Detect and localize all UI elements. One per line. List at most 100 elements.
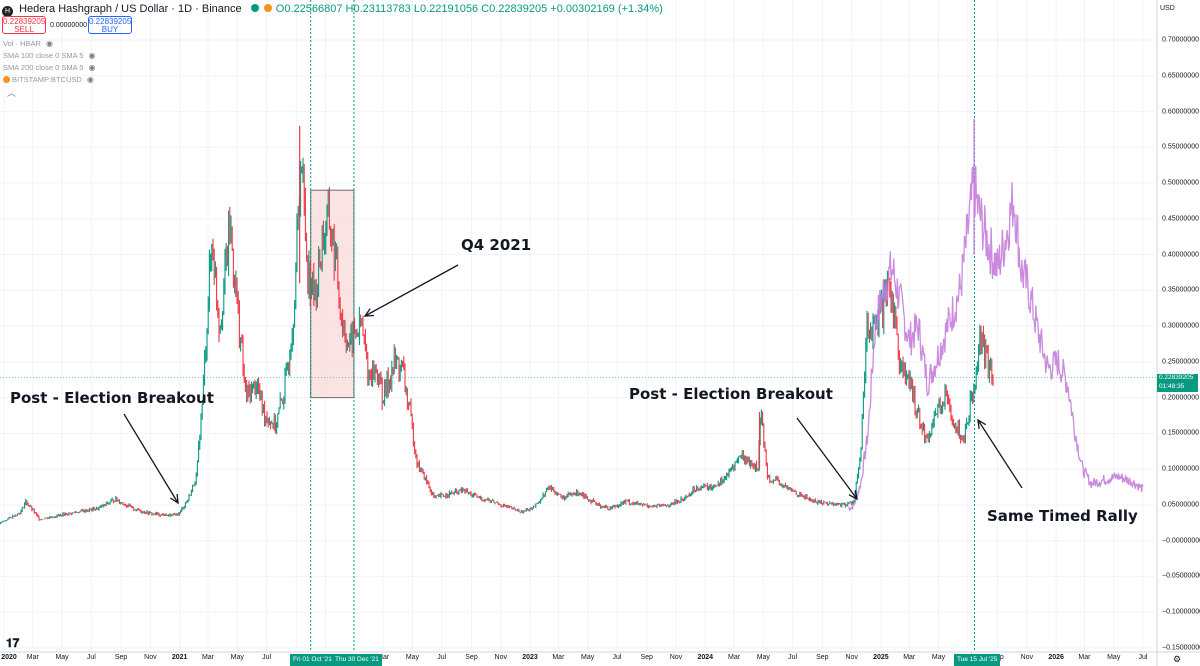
price-tick-label: 0.45000000: [1162, 215, 1199, 223]
time-tick-label: Jul: [612, 654, 622, 661]
tradingview-logo[interactable]: 𝟏𝟕: [6, 636, 20, 650]
price-tick-label: 0.55000000: [1162, 143, 1199, 151]
time-tick-label: 2025: [873, 654, 889, 661]
price-tick-label: 0.15000000: [1162, 429, 1199, 437]
arrow-post-election-2: [796, 417, 858, 500]
time-tick-label: May: [405, 654, 420, 661]
price-tick-label: −0.15000000: [1162, 644, 1200, 652]
price-tick-label: 0.35000000: [1162, 286, 1199, 294]
annotation-post-election-2[interactable]: Post - Election Breakout: [629, 385, 833, 403]
time-tick-label: May: [931, 654, 946, 661]
time-tick-label: Nov: [144, 654, 157, 661]
indicator-sma100[interactable]: SMA 100 close 0 SMA 5 ◉: [3, 51, 95, 60]
indicator-label: BITSTAMP:BTCUSD: [12, 75, 82, 84]
symbol-title[interactable]: Hedera Hashgraph / US Dollar · 1D · Bina…: [19, 3, 242, 15]
indicator-label: SMA 100 close 0 SMA 5: [3, 51, 84, 60]
price-tick-label: 0.20000000: [1162, 394, 1199, 402]
time-tick-label: 2026: [1048, 654, 1064, 661]
price-tick-label: 0.70000000: [1162, 36, 1199, 44]
time-tick-label: Jul: [437, 654, 447, 661]
indicator-sma200[interactable]: SMA 200 close 0 SMA 5 ◉: [3, 63, 95, 72]
indicator-btcusd[interactable]: BITSTAMP:BTCUSD ◉: [3, 75, 94, 84]
price-tick-label: 0.30000000: [1162, 322, 1199, 330]
price-axis-bg: [1157, 0, 1200, 666]
time-tick-label: Sep: [465, 654, 478, 661]
time-tick-label: Mar: [377, 654, 390, 661]
arrow-q4-2021: [364, 264, 459, 317]
time-tick-label: Jul: [86, 654, 96, 661]
date-marker-3: Tue 15 Jul '25: [954, 654, 1001, 666]
price-tick-label: −0.00000000: [1162, 537, 1200, 545]
ohlc-close: C0.22839205: [481, 3, 548, 15]
buy-button[interactable]: 0.22839205 BUY: [88, 16, 132, 34]
ohlc-change: +0.00302169 (+1.34%): [550, 3, 663, 15]
annotation-post-election-1[interactable]: Post - Election Breakout: [10, 389, 214, 407]
price-tick-label: 0.05000000: [1162, 501, 1199, 509]
time-tick-label: Mar: [903, 654, 916, 661]
time-tick-label: Mar: [552, 654, 565, 661]
date-marker-1: Fri 01 Oct '21: [290, 654, 335, 666]
arrow-q4-2021-head: [363, 308, 375, 317]
time-tick-label: Sep: [816, 654, 829, 661]
currency-label[interactable]: USD: [1160, 5, 1175, 12]
annotation-same-timed-rally[interactable]: Same Timed Rally: [987, 507, 1138, 525]
chevron-up-icon[interactable]: ︿: [7, 88, 17, 98]
price-tick-label: 0.25000000: [1162, 358, 1199, 366]
sell-price: 0.22839205: [3, 17, 46, 26]
time-tick-label: Jul: [788, 654, 798, 661]
ohlc-open: O0.22566807: [275, 3, 343, 15]
time-tick-label: Mar: [728, 654, 741, 661]
eye-icon[interactable]: ◉: [88, 51, 96, 60]
countdown-value: 01:48:35: [1159, 382, 1185, 390]
time-tick-label: May: [756, 654, 770, 661]
time-tick-label: May: [581, 654, 595, 661]
arrow-post-election-2-head: [848, 490, 858, 501]
price-tick-label: −0.10000000: [1162, 608, 1200, 616]
price-tick-label: 0.40000000: [1162, 251, 1199, 259]
annotation-q4-2021[interactable]: Q4 2021: [461, 236, 532, 254]
time-tick-label: May: [55, 654, 69, 661]
current-price-value: 0.22839205: [1159, 374, 1194, 381]
arrow-same-timed-rally-head: [977, 418, 987, 430]
time-tick-label: Nov: [845, 654, 858, 661]
time-tick-label: 2020: [1, 654, 17, 661]
sell-button[interactable]: 0.22839205 SELL: [2, 16, 46, 34]
gear-icon[interactable]: ⚙: [1173, 654, 1182, 664]
indicator-volume[interactable]: Vol · HBAR ◉: [3, 39, 53, 48]
bitcoin-icon: [3, 76, 10, 83]
time-tick-label: Nov: [494, 654, 508, 661]
eye-icon[interactable]: ◉: [45, 39, 53, 48]
indicator-label: SMA 200 close 0 SMA 5: [3, 63, 84, 72]
time-tick-label: Sep: [114, 654, 128, 661]
time-tick-label: Mar: [1078, 654, 1091, 661]
buy-label: BUY: [101, 25, 119, 34]
time-tick-label: 2024: [697, 654, 714, 661]
btc-overlay-line: [847, 165, 1144, 512]
time-tick-label: Sep: [640, 654, 653, 661]
price-tick-label: 0.60000000: [1162, 108, 1199, 116]
hedera-logo-icon: H: [2, 6, 13, 17]
ohlc-high: H0.23113783: [345, 3, 411, 15]
market-status-icon: [250, 4, 259, 12]
time-tick-label: 2023: [522, 654, 538, 661]
date-marker-2: Thu 30 Dec '21: [332, 654, 382, 666]
spread-value: 0.00000000: [50, 21, 87, 29]
price-tick-label: −0.05000000: [1162, 572, 1200, 580]
price-tick-label: 0.65000000: [1162, 72, 1199, 80]
time-tick-label: Mar: [26, 654, 39, 661]
price-tick-label: 0.10000000: [1162, 465, 1199, 473]
time-tick-label: Mar: [201, 654, 215, 661]
ohlc-low: L0.22191056: [413, 3, 479, 15]
eye-icon[interactable]: ◉: [86, 75, 94, 84]
symbol-legend: H Hedera Hashgraph / US Dollar · 1D · Bi…: [2, 2, 663, 17]
time-tick-label: May: [230, 654, 244, 661]
time-tick-label: 2021: [171, 654, 188, 661]
eye-icon[interactable]: ◉: [88, 63, 96, 72]
time-tick-label: Jul: [1138, 654, 1148, 661]
arrow-post-election-1: [123, 413, 179, 504]
arrow-same-timed-rally: [977, 419, 1023, 489]
sell-label: SELL: [14, 25, 34, 34]
down-candles: [9, 163, 994, 521]
